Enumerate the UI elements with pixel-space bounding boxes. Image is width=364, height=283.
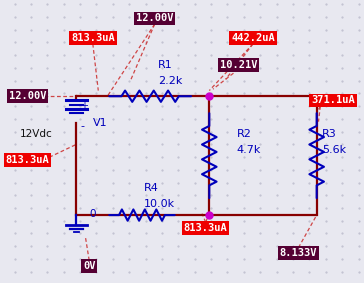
Text: 813.3uA: 813.3uA (184, 223, 228, 233)
Text: 5.6k: 5.6k (322, 145, 346, 155)
Text: 4.7k: 4.7k (237, 145, 261, 155)
Text: 10.0k: 10.0k (144, 199, 175, 209)
Text: R1: R1 (158, 60, 173, 70)
Text: 371.1uA: 371.1uA (311, 95, 355, 106)
Text: R3: R3 (322, 129, 337, 140)
Text: 10.21V: 10.21V (219, 60, 257, 70)
Text: 0V: 0V (83, 261, 95, 271)
Text: -: - (80, 121, 84, 131)
Text: R4: R4 (144, 183, 159, 193)
Text: V1: V1 (93, 118, 107, 128)
Text: +: + (80, 101, 88, 111)
Text: 2.2k: 2.2k (158, 76, 183, 86)
Text: 12.00V: 12.00V (8, 91, 46, 101)
Text: 813.3uA: 813.3uA (5, 155, 49, 165)
Text: 8.133V: 8.133V (280, 248, 317, 258)
Text: 442.2uA: 442.2uA (231, 33, 275, 43)
Text: 12Vdc: 12Vdc (20, 129, 53, 140)
Text: 12.00V: 12.00V (136, 13, 174, 23)
Text: 0: 0 (89, 209, 96, 219)
Text: R2: R2 (237, 129, 252, 140)
Text: 813.3uA: 813.3uA (71, 33, 115, 43)
